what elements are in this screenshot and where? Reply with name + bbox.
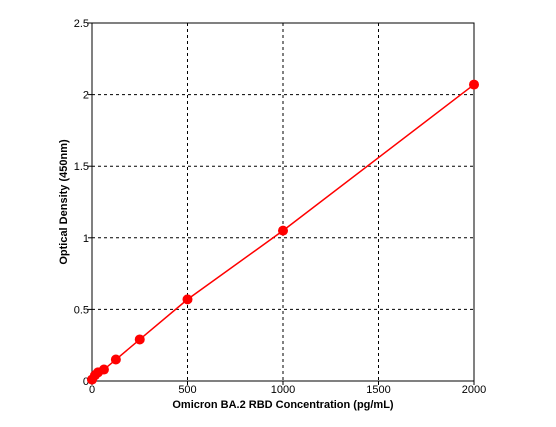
y-tick-label: 1 <box>83 233 89 245</box>
y-tick-label: 0.5 <box>74 304 89 316</box>
data-point <box>134 334 145 345</box>
data-point <box>182 294 193 305</box>
data-point <box>110 354 121 365</box>
plot-frame <box>91 22 475 382</box>
axis-ticks <box>88 22 475 385</box>
x-axis-title: Omicron BA.2 RBD Concentration (pg/mL) <box>172 399 394 411</box>
x-tick-label: 1500 <box>366 384 390 396</box>
data-point <box>469 79 479 90</box>
data-point <box>278 225 288 236</box>
x-tick-label: 2000 <box>462 384 486 396</box>
x-tick-labels: 0 500 1000 1500 2000 <box>89 384 486 396</box>
grid-lines <box>92 23 474 381</box>
data-points <box>87 79 479 385</box>
x-tick-label: 0 <box>89 384 95 396</box>
data-point <box>98 364 109 375</box>
x-tick-label: 1000 <box>271 384 295 396</box>
y-tick-labels: 0 0.5 1 1.5 2 2.5 <box>74 18 89 388</box>
y-tick-label: 1.5 <box>74 161 89 173</box>
x-tick-label: 500 <box>178 384 196 396</box>
y-tick-label: 0 <box>83 376 89 388</box>
y-tick-label: 2 <box>83 90 89 102</box>
y-tick-label: 2.5 <box>74 18 89 30</box>
y-axis-title: Optical Density (450nm) <box>58 139 70 265</box>
